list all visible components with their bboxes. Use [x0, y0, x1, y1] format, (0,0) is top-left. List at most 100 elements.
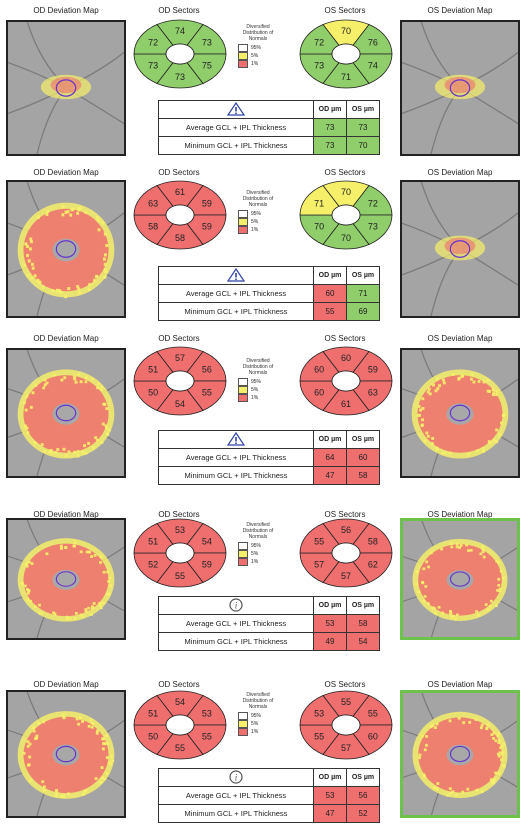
fundus-image [8, 692, 124, 816]
os-header: OS µm [346, 430, 380, 449]
fovea-ellipse [55, 404, 77, 422]
legend-label: 95% [251, 211, 262, 217]
fovea-ellipse [449, 745, 471, 763]
os-avg-value: 71 [346, 284, 380, 303]
os-sector-center [331, 542, 361, 564]
legend-title: Diversified Distribution of Normals [242, 358, 274, 376]
os-sector-value: 55 [314, 537, 324, 547]
avg-thickness-label: Average GCL + IPL Thickness [158, 284, 314, 303]
od-sector-value: 73 [202, 38, 212, 48]
legend-swatch [238, 558, 248, 566]
od-sector-value: 52 [148, 560, 158, 570]
od-header: OD µm [313, 430, 347, 449]
os-sector-value: 57 [341, 743, 351, 753]
os-sectors: 56 58 62 57 57 55 [297, 517, 395, 589]
fundus-image [403, 521, 517, 637]
legend-label: 95% [251, 45, 262, 51]
table-icon-cell [158, 430, 314, 449]
os-map-title: OS Deviation Map [427, 334, 493, 343]
os-sector-value: 70 [341, 233, 351, 243]
fundus-image [8, 22, 124, 154]
os-sector-value: 61 [341, 399, 351, 409]
legend-row: 95% [238, 542, 278, 550]
os-sector-value: 55 [314, 732, 324, 742]
os-sector-center [331, 370, 361, 392]
od-header: OD µm [313, 100, 347, 119]
legend-row: 95% [238, 210, 278, 218]
legend-swatch [238, 218, 248, 226]
os-deviation-map [400, 20, 520, 156]
od-sector-value: 55 [202, 732, 212, 742]
os-sectors-title: OS Sectors [324, 510, 366, 519]
fovea-ellipse [449, 79, 471, 97]
table-row: Average GCL + IPL Thickness 64 60 [158, 448, 380, 467]
os-header: OS µm [346, 768, 380, 787]
legend-label: 5% [251, 387, 259, 393]
legend-label: 95% [251, 379, 262, 385]
od-sector-center [165, 370, 195, 392]
legend-row: 95% [238, 44, 278, 52]
fundus-image [402, 182, 518, 316]
od-sector-wheel: 61 59 59 58 58 63 [133, 180, 227, 250]
legend-row: 1% [238, 226, 278, 234]
os-sector-value: 57 [341, 571, 351, 581]
od-sector-value: 54 [202, 537, 212, 547]
legend-swatch [238, 60, 248, 68]
od-deviation-map [6, 180, 126, 318]
legend-label: 5% [251, 219, 259, 225]
os-sector-value: 73 [314, 61, 324, 71]
legend-row: 1% [238, 558, 278, 566]
table-row: Average GCL + IPL Thickness 60 71 [158, 284, 380, 303]
os-sector-wheel: 70 76 74 71 73 72 [299, 19, 393, 89]
od-sector-center [165, 43, 195, 65]
os-sector-center [331, 204, 361, 226]
table-row: Minimum GCL + IPL Thickness 55 69 [158, 302, 380, 321]
table-header-row: OD µm OS µm [158, 430, 380, 449]
od-map-title: OD Deviation Map [33, 510, 99, 519]
os-sector-value: 57 [314, 560, 324, 570]
avg-thickness-label: Average GCL + IPL Thickness [158, 118, 314, 137]
fundus-image [402, 22, 518, 154]
od-min-value: 55 [313, 302, 347, 321]
legend-row: 1% [238, 728, 278, 736]
od-sector-value: 51 [148, 537, 158, 547]
legend-label: 1% [251, 729, 259, 735]
legend-swatch [238, 210, 248, 218]
os-header: OS µm [346, 100, 380, 119]
legend-label: 95% [251, 543, 262, 549]
os-header: OS µm [346, 596, 380, 615]
normals-legend: Diversified Distribution of Normals 95% 5%… [238, 692, 278, 736]
os-sectors-title: OS Sectors [324, 168, 366, 177]
od-deviation-map [6, 518, 126, 640]
os-sector-wheel: 60 59 63 61 60 60 [299, 346, 393, 416]
od-sector-value: 53 [175, 525, 185, 535]
table-icon-cell: i [158, 596, 314, 615]
os-sector-value: 76 [368, 38, 378, 48]
os-sectors-title: OS Sectors [324, 680, 366, 689]
os-sectors: 70 76 74 71 73 72 [297, 18, 395, 90]
od-map-title: OD Deviation Map [33, 334, 99, 343]
os-min-value: 58 [346, 466, 380, 485]
table-icon-cell [158, 266, 314, 285]
od-sectors-title: OD Sectors [158, 168, 200, 177]
od-sector-value: 54 [175, 697, 185, 707]
os-map-title: OS Deviation Map [427, 680, 493, 689]
os-deviation-map [400, 348, 520, 478]
fundus-image [402, 350, 518, 476]
od-sector-value: 50 [148, 732, 158, 742]
min-thickness-label: Minimum GCL + IPL Thickness [158, 632, 314, 651]
od-sector-value: 73 [148, 61, 158, 71]
od-sectors-title: OD Sectors [158, 6, 200, 15]
os-sector-wheel: 56 58 62 57 57 55 [299, 518, 393, 588]
legend-title: Diversified Distribution of Normals [242, 190, 274, 208]
legend-row: 5% [238, 52, 278, 60]
od-min-value: 47 [313, 804, 347, 823]
od-sectors: 57 56 55 54 50 51 [131, 345, 229, 417]
os-avg-value: 56 [346, 786, 380, 805]
od-min-value: 73 [313, 136, 347, 155]
legend-row: 5% [238, 550, 278, 558]
od-sector-value: 56 [202, 365, 212, 375]
thickness-table: i OD µm OS µm Average GCL + IPL Thickness 53… [158, 768, 380, 823]
os-min-value: 69 [346, 302, 380, 321]
od-sector-value: 75 [202, 61, 212, 71]
